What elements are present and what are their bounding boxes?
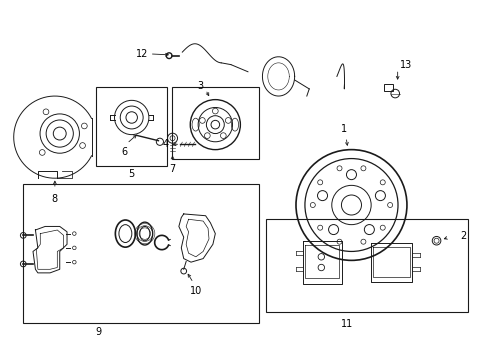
Bar <box>171 87 259 158</box>
Text: 12: 12 <box>136 49 148 59</box>
Text: 3: 3 <box>197 81 203 91</box>
Text: 4: 4 <box>163 139 168 149</box>
Text: 8: 8 <box>52 194 58 203</box>
Text: 1: 1 <box>341 123 346 134</box>
Text: 11: 11 <box>340 319 352 329</box>
Bar <box>266 219 467 312</box>
Text: 7: 7 <box>169 164 175 174</box>
Bar <box>23 184 259 323</box>
Text: 2: 2 <box>459 231 465 242</box>
Text: 6: 6 <box>121 147 127 157</box>
Bar <box>96 87 166 166</box>
Text: 13: 13 <box>399 60 411 70</box>
Text: 5: 5 <box>128 169 135 179</box>
Bar <box>384 84 393 91</box>
Text: 10: 10 <box>189 287 202 296</box>
Text: 9: 9 <box>95 327 102 337</box>
